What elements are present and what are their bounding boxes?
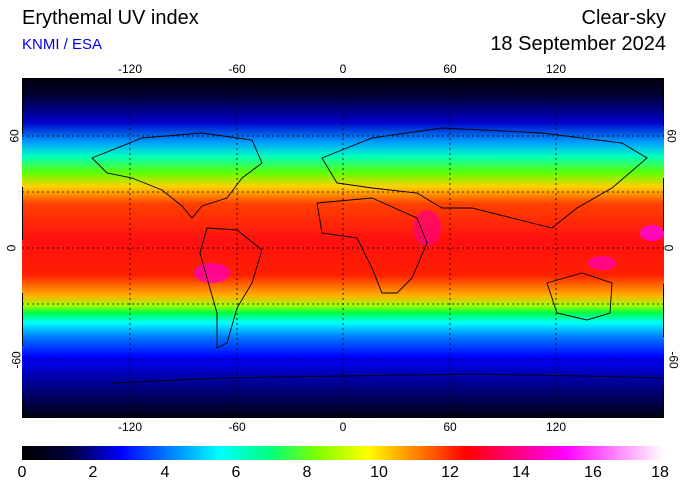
continent-australia — [546, 272, 613, 321]
colorbar-label: 4 — [160, 464, 170, 481]
continent-eurasia — [321, 127, 648, 229]
high-uv-patch — [640, 225, 664, 241]
colorbar-label: 0 — [17, 464, 27, 481]
high-uv-patch — [413, 210, 441, 246]
continent-north-america — [91, 132, 263, 219]
lat-tick-right: 0 — [661, 244, 676, 252]
lat-tick-left: 0 — [4, 244, 19, 252]
lat-tick-left: 60 — [7, 129, 22, 143]
lon-tick-bottom: 0 — [339, 420, 347, 434]
colorbar-label: 6 — [231, 464, 241, 481]
colorbar-gradient — [22, 446, 664, 460]
lon-tick-top: 120 — [545, 62, 567, 76]
colorbar-label: 8 — [302, 464, 312, 481]
map-date: 18 September 2024 — [490, 33, 666, 55]
colorbar-label: 10 — [370, 464, 388, 481]
lon-tick-top: 60 — [443, 62, 457, 76]
continent-south-america — [199, 227, 263, 349]
lon-tick-top: 0 — [339, 62, 347, 76]
lon-tick-bottom: 120 — [545, 420, 567, 434]
lon-tick-bottom: 60 — [443, 420, 457, 434]
lat-tick-right: 60 — [664, 129, 679, 143]
uv-colorbar — [22, 446, 664, 460]
high-uv-patch — [194, 263, 230, 283]
colorbar-label: 16 — [584, 464, 602, 481]
lat-tick-right: -60 — [666, 351, 681, 369]
sky-mode: Clear-sky — [581, 7, 666, 29]
high-uv-patch — [588, 256, 616, 270]
continent-africa — [316, 197, 428, 294]
map-title: Erythemal UV index — [22, 7, 199, 29]
continent-antarctica — [111, 373, 663, 384]
colorbar-label: 14 — [512, 464, 530, 481]
uv-index-map — [22, 78, 664, 418]
colorbar-label: 2 — [88, 464, 98, 481]
lat-tick-left: -60 — [9, 351, 24, 369]
colorbar-label: 18 — [651, 464, 669, 481]
lon-tick-bottom: -60 — [228, 420, 246, 434]
lon-tick-bottom: -120 — [117, 420, 143, 434]
colorbar-label: 12 — [441, 464, 459, 481]
data-source: KNMI / ESA — [22, 36, 103, 53]
lon-tick-top: -60 — [228, 62, 246, 76]
lon-tick-top: -120 — [117, 62, 143, 76]
